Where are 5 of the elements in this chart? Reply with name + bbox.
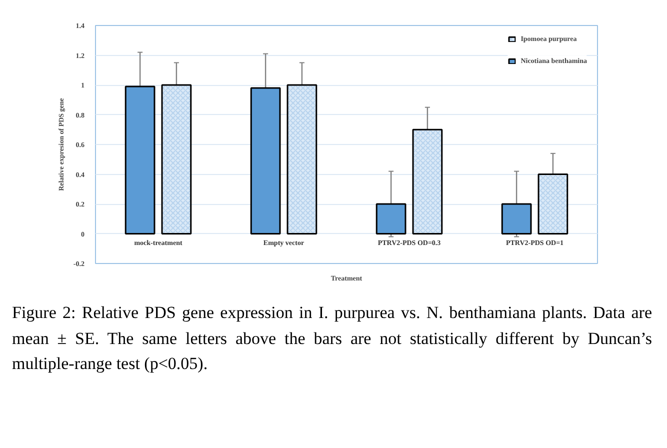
bar xyxy=(124,86,156,234)
bar xyxy=(250,87,281,234)
caption: Figure 2: Relative PDS gene expression in I. purpurea vs. N. benthamiana plants. Data are mean ± SE. The same letters above the bars are not statistically different by Duncan’s multiple-range test (p<0.05). xyxy=(12,302,652,375)
bar xyxy=(501,203,532,234)
bar xyxy=(376,203,406,234)
